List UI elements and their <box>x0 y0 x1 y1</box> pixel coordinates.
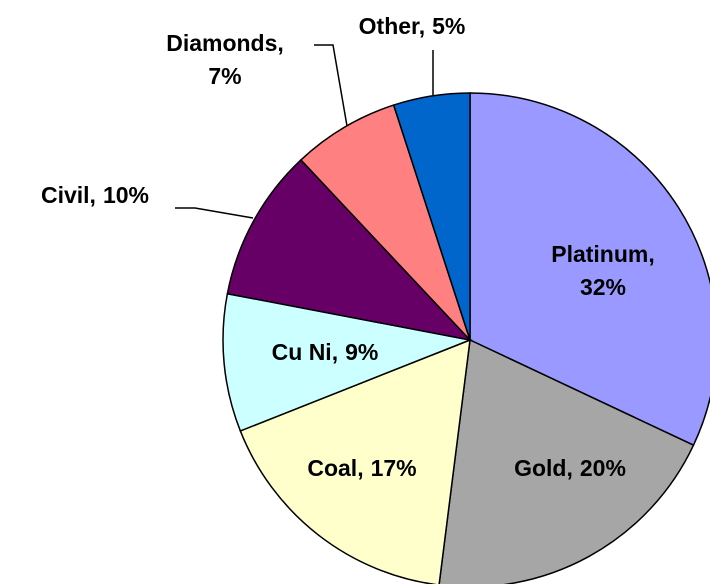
data-label: Platinum, 32% <box>551 241 655 300</box>
data-label: Gold, 20% <box>514 455 626 481</box>
data-label: Coal, 17% <box>307 455 416 481</box>
leader-line <box>314 44 348 127</box>
category-label: Coal, <box>307 455 363 481</box>
data-label: Other, 5% <box>359 13 466 39</box>
category-label: Cu Ni, <box>272 339 338 365</box>
data-label: Cu Ni, 9% <box>272 339 379 365</box>
value-label: 10% <box>103 182 149 208</box>
category-label: Civil, <box>41 182 96 208</box>
pie-slice <box>299 104 471 341</box>
category-label: Diamonds, <box>166 30 284 56</box>
category-label: Gold, <box>514 455 573 481</box>
value-label: 9% <box>345 339 378 365</box>
data-label: Civil, 10% <box>41 182 149 208</box>
pie-slice <box>392 92 471 341</box>
value-label: 5% <box>432 13 465 39</box>
value-label: 20% <box>580 455 626 481</box>
value-label: 7% <box>208 63 241 89</box>
data-label: Diamonds, 7% <box>166 30 284 89</box>
pie-slice <box>469 92 710 447</box>
leader-line <box>175 207 254 219</box>
category-label: Other, <box>359 13 425 39</box>
pie-slice <box>226 158 473 342</box>
value-label: 32% <box>580 274 626 300</box>
pie-slice <box>438 338 695 584</box>
pie-slice <box>222 292 473 432</box>
category-label: Platinum, <box>551 241 655 267</box>
pie-slice <box>239 338 471 584</box>
value-label: 17% <box>371 455 417 481</box>
